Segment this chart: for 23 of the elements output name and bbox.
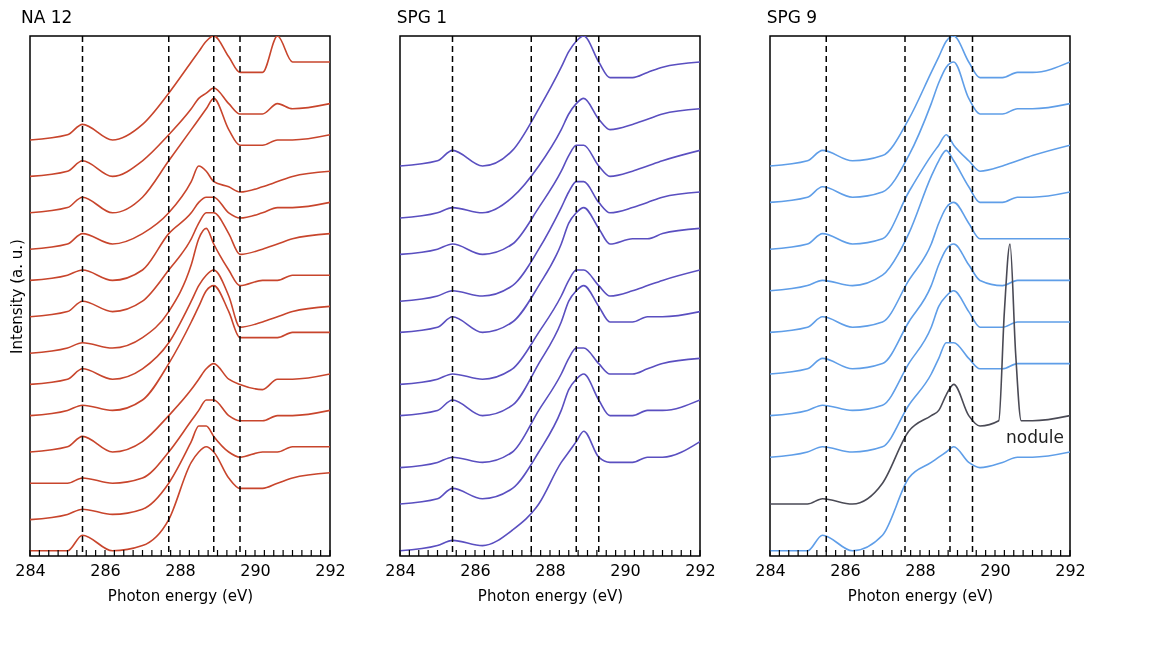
x-tick-label: 284	[385, 560, 416, 580]
x-tick-label: 284	[15, 560, 46, 580]
x-tick-label: 292	[315, 560, 346, 580]
x-tick-label: 290	[240, 560, 271, 580]
x-tick-label: 290	[980, 560, 1011, 580]
x-tick-label: 290	[610, 560, 641, 580]
x-axis-title: Photon energy (eV)	[847, 586, 994, 605]
x-tick-label: 284	[755, 560, 786, 580]
x-tick-label: 286	[460, 560, 491, 580]
x-tick-label: 288	[905, 560, 936, 580]
x-axis-title: Photon energy (eV)	[107, 586, 254, 605]
chart-title: SPG 1	[396, 7, 448, 28]
y-axis-title: Intensity (a. u.)	[7, 239, 26, 354]
x-tick-label: 288	[535, 560, 566, 580]
x-axis-title: Photon energy (eV)	[477, 586, 624, 605]
chart-title: NA 12	[21, 7, 73, 28]
x-tick-label: 288	[165, 560, 196, 580]
x-tick-label: 286	[830, 560, 861, 580]
x-tick-label: 286	[90, 560, 121, 580]
series-label: nodule	[1006, 426, 1064, 447]
chart-title: SPG 9	[766, 7, 818, 28]
x-tick-label: 292	[685, 560, 716, 580]
x-tick-label: 292	[1055, 560, 1086, 580]
